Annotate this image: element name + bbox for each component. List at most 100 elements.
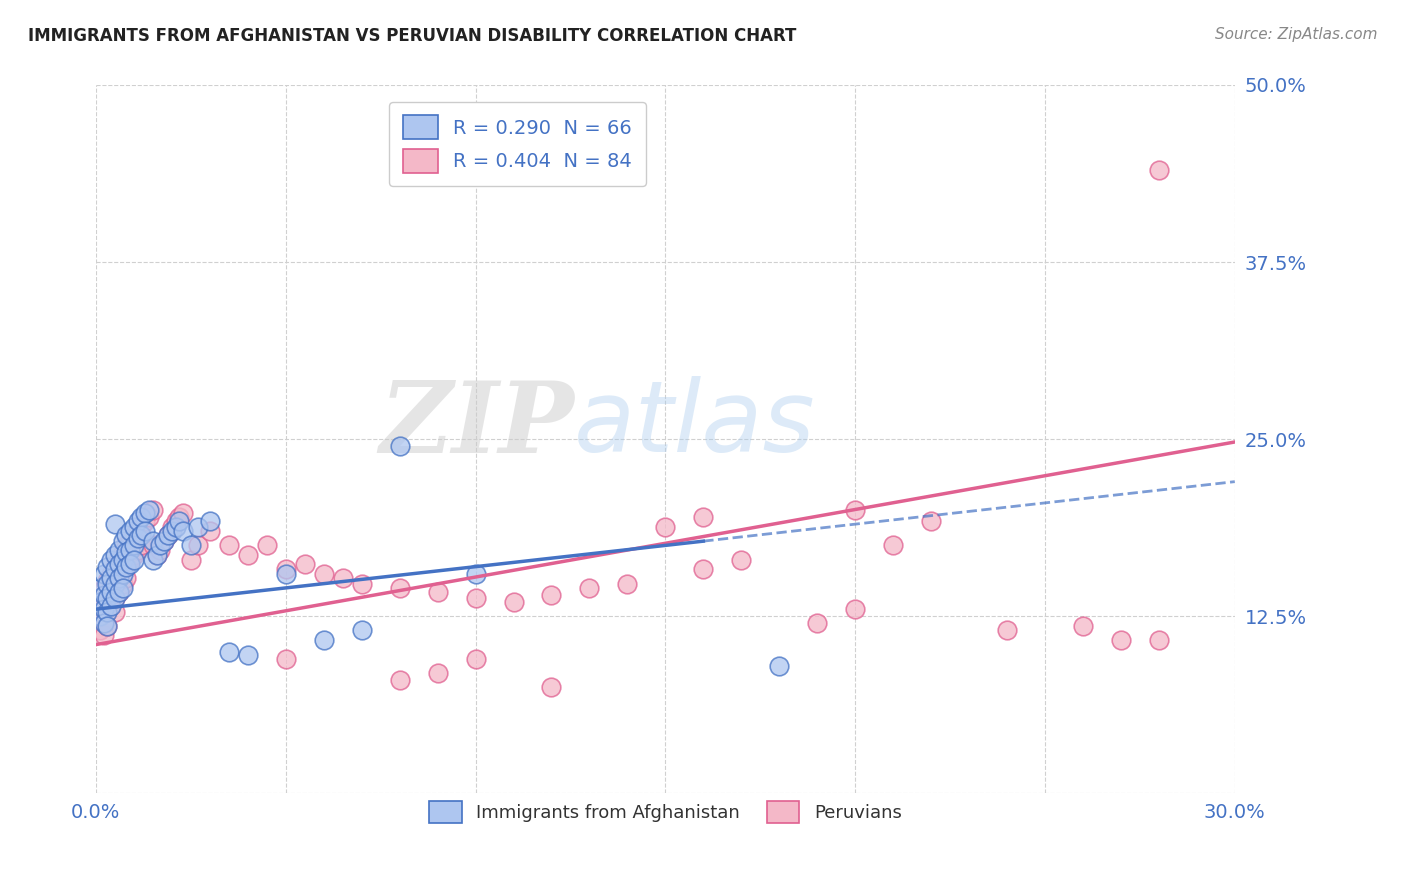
Point — [540, 588, 562, 602]
Text: ZIP: ZIP — [380, 376, 574, 474]
Point — [388, 439, 411, 453]
Point — [1147, 633, 1170, 648]
Point — [107, 585, 129, 599]
Point — [122, 552, 145, 566]
Point — [145, 549, 167, 563]
Point — [96, 576, 118, 591]
Point — [920, 514, 942, 528]
Point — [464, 566, 486, 581]
Point — [104, 549, 127, 563]
Point — [131, 510, 153, 524]
Point — [149, 538, 172, 552]
Point — [104, 576, 127, 591]
Point — [127, 524, 149, 539]
Point — [692, 562, 714, 576]
Text: IMMIGRANTS FROM AFGHANISTAN VS PERUVIAN DISABILITY CORRELATION CHART: IMMIGRANTS FROM AFGHANISTAN VS PERUVIAN … — [28, 27, 796, 45]
Point — [165, 514, 187, 528]
Point — [122, 538, 145, 552]
Point — [169, 514, 191, 528]
Point — [616, 576, 638, 591]
Point — [256, 538, 278, 552]
Point — [142, 534, 165, 549]
Point — [882, 538, 904, 552]
Point — [107, 542, 129, 557]
Point — [274, 562, 297, 576]
Point — [426, 585, 449, 599]
Point — [93, 616, 115, 631]
Point — [138, 510, 160, 524]
Point — [104, 591, 127, 605]
Point — [274, 566, 297, 581]
Point — [153, 534, 176, 549]
Point — [96, 605, 118, 619]
Point — [120, 534, 142, 549]
Point — [312, 633, 335, 648]
Point — [165, 520, 187, 534]
Point — [187, 538, 209, 552]
Point — [93, 588, 115, 602]
Point — [131, 528, 153, 542]
Point — [350, 624, 373, 638]
Point — [187, 520, 209, 534]
Point — [131, 520, 153, 534]
Point — [172, 524, 194, 539]
Point — [111, 545, 134, 559]
Point — [1109, 633, 1132, 648]
Point — [294, 557, 316, 571]
Point — [502, 595, 524, 609]
Point — [844, 503, 866, 517]
Point — [149, 542, 172, 557]
Point — [464, 591, 486, 605]
Point — [100, 571, 122, 585]
Point — [107, 585, 129, 599]
Point — [115, 545, 138, 559]
Point — [169, 510, 191, 524]
Point — [115, 538, 138, 552]
Point — [172, 506, 194, 520]
Point — [120, 542, 142, 557]
Point — [122, 549, 145, 563]
Legend: Immigrants from Afghanistan, Peruvians: Immigrants from Afghanistan, Peruvians — [418, 790, 912, 834]
Point — [96, 559, 118, 574]
Point — [111, 552, 134, 566]
Point — [134, 506, 156, 520]
Point — [350, 576, 373, 591]
Point — [93, 628, 115, 642]
Point — [120, 524, 142, 539]
Point — [134, 524, 156, 539]
Point — [104, 576, 127, 591]
Point — [89, 595, 111, 609]
Point — [100, 585, 122, 599]
Point — [332, 571, 354, 585]
Point — [104, 559, 127, 574]
Point — [93, 581, 115, 595]
Point — [100, 585, 122, 599]
Point — [100, 566, 122, 581]
Point — [120, 552, 142, 566]
Point — [89, 609, 111, 624]
Point — [157, 528, 180, 542]
Point — [107, 571, 129, 585]
Point — [93, 614, 115, 628]
Point — [127, 542, 149, 557]
Point — [274, 652, 297, 666]
Point — [111, 576, 134, 591]
Point — [218, 645, 240, 659]
Point — [218, 538, 240, 552]
Point — [236, 648, 259, 662]
Point — [138, 503, 160, 517]
Point — [89, 609, 111, 624]
Point — [89, 595, 111, 609]
Point — [107, 557, 129, 571]
Point — [100, 599, 122, 614]
Point — [115, 528, 138, 542]
Point — [134, 514, 156, 528]
Text: Source: ZipAtlas.com: Source: ZipAtlas.com — [1215, 27, 1378, 42]
Point — [995, 624, 1018, 638]
Point — [115, 557, 138, 571]
Point — [107, 571, 129, 585]
Point — [115, 559, 138, 574]
Point — [768, 658, 790, 673]
Point — [93, 602, 115, 616]
Point — [142, 552, 165, 566]
